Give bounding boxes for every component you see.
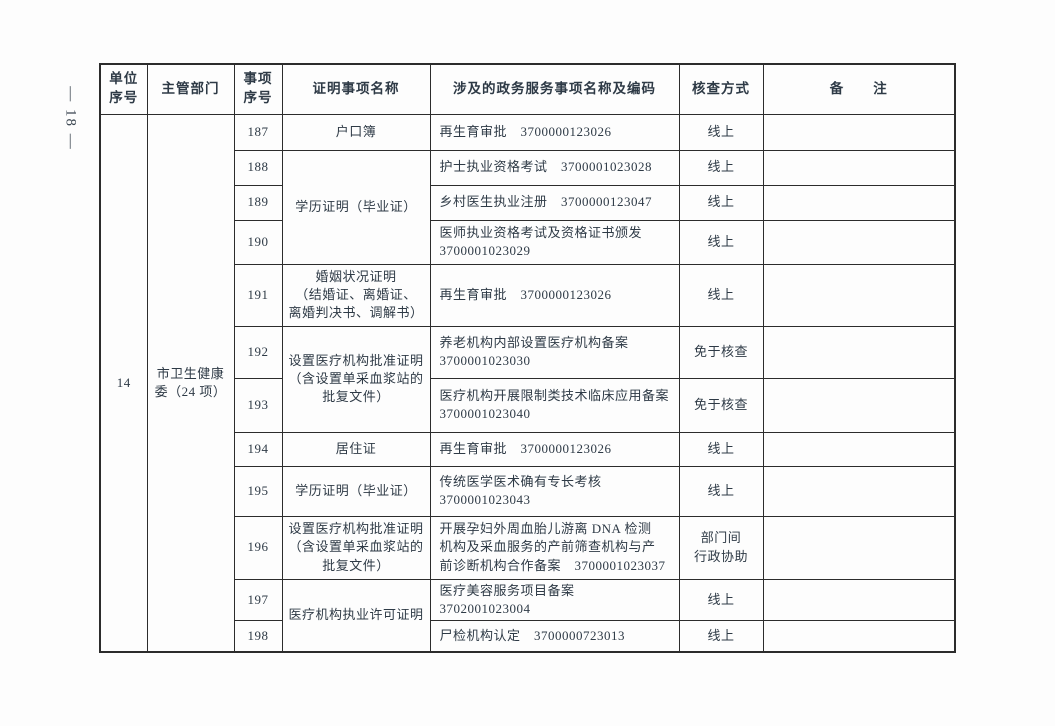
department-cell: 市卫生健康 委（24 项） — [146, 113, 235, 653]
header-unit-seq: 单位 序号 — [99, 63, 148, 115]
cert-name-cell: 学历证明（毕业证） — [281, 465, 431, 517]
item-no-cell: 195 — [233, 465, 283, 517]
certificate-items-table: 单位 序号 主管部门 事项 序号 证明事项名称 涉及的政务服务事项名称及编码 核… — [99, 63, 956, 654]
table-row-187: 14 市卫生健康 委（24 项） 187 户口簿 再生育审批 370000012… — [99, 113, 956, 653]
table-row-198: 198 尸检机构认定 3700000723013 线上 — [100, 619, 956, 653]
service-cell: 再生育审批 3700000123026 — [429, 113, 680, 151]
service-cell: 尸检机构认定 3700000723013 — [429, 619, 680, 653]
method-cell: 线上 — [678, 184, 764, 221]
header-method: 核查方式 — [678, 63, 764, 115]
header-department: 主管部门 — [146, 63, 235, 115]
service-cell: 传统医学医术确有专长考核 3700001023043 — [429, 465, 680, 517]
remark-cell — [762, 578, 956, 621]
table-row-193: 193 医疗机构开展限制类技术临床应用备案 3700001023040 免于核查 — [100, 377, 956, 433]
item-no-cell: 188 — [233, 149, 283, 186]
service-cell: 医疗美容服务项目备案 3702001023004 — [429, 578, 680, 621]
remark-cell — [762, 619, 956, 653]
service-cell: 再生育审批 3700000123026 — [429, 263, 680, 327]
header-cert-name: 证明事项名称 — [281, 63, 431, 115]
service-cell: 养老机构内部设置医疗机构备案 3700001023030 — [429, 325, 680, 379]
item-no-cell: 198 — [233, 619, 283, 653]
cert-name-cell: 学历证明（毕业证） — [281, 149, 431, 265]
remark-cell — [762, 465, 956, 517]
method-cell: 线上 — [678, 219, 764, 265]
service-cell: 医师执业资格考试及资格证书颁发 3700001023029 — [429, 219, 680, 265]
cert-name-cell: 婚姻状况证明 （结婚证、离婚证、 离婚判决书、调解书） — [281, 263, 431, 327]
table-row-195: 195 学历证明（毕业证） 传统医学医术确有专长考核 3700001023043… — [100, 465, 956, 517]
item-no-cell: 197 — [233, 578, 283, 621]
item-no-cell: 193 — [233, 377, 283, 433]
remark-cell — [762, 184, 956, 221]
remark-cell — [762, 113, 956, 151]
cert-name-cell: 医疗机构执业许可证明 — [281, 578, 431, 653]
method-cell: 部门间 行政协助 — [678, 515, 764, 580]
service-cell: 医疗机构开展限制类技术临床应用备案 3700001023040 — [429, 377, 680, 433]
service-cell: 护士执业资格考试 3700001023028 — [429, 149, 680, 186]
remark-cell — [762, 325, 956, 379]
method-cell: 线上 — [678, 578, 764, 621]
item-no-cell: 196 — [233, 515, 283, 580]
method-cell: 线上 — [678, 465, 764, 517]
table-row-188: 188 学历证明（毕业证） 护士执业资格考试 3700001023028 线上 — [100, 149, 956, 265]
cert-name-cell: 设置医疗机构批准证明 （含设置单采血浆站的 批复文件） — [281, 325, 431, 433]
remark-cell — [762, 219, 956, 265]
method-cell: 免于核查 — [678, 377, 764, 433]
table-row-194: 194 居住证 再生育审批 3700000123026 线上 — [100, 431, 956, 467]
header-item-seq: 事项 序号 — [233, 63, 283, 115]
cert-name-cell: 居住证 — [281, 431, 431, 467]
header-remark: 备 注 — [762, 63, 956, 115]
remark-cell — [762, 263, 956, 327]
method-cell: 线上 — [678, 149, 764, 186]
item-no-cell: 189 — [233, 184, 283, 221]
service-cell: 乡村医生执业注册 3700000123047 — [429, 184, 680, 221]
unit-seq-cell: 14 — [99, 113, 148, 653]
remark-cell — [762, 431, 956, 467]
item-no-cell: 191 — [233, 263, 283, 327]
service-cell: 再生育审批 3700000123026 — [429, 431, 680, 467]
method-cell: 线上 — [678, 619, 764, 653]
method-cell: 免于核查 — [678, 325, 764, 379]
header-service: 涉及的政务服务事项名称及编码 — [429, 63, 680, 115]
page-number: — 18 — — [62, 86, 79, 151]
table-header: 单位 序号 主管部门 事项 序号 证明事项名称 涉及的政务服务事项名称及编码 核… — [99, 63, 956, 115]
table-row-192: 192 设置医疗机构批准证明 （含设置单采血浆站的 批复文件） 养老机构内部设置… — [100, 325, 956, 433]
item-no-cell: 194 — [233, 431, 283, 467]
method-cell: 线上 — [678, 431, 764, 467]
cert-name-cell: 设置医疗机构批准证明 （含设置单采血浆站的 批复文件） — [281, 515, 431, 580]
table-row-197: 197 医疗机构执业许可证明 医疗美容服务项目备案 3702001023004 … — [100, 578, 956, 653]
table-row-196: 196 设置医疗机构批准证明 （含设置单采血浆站的 批复文件） 开展孕妇外周血胎… — [100, 515, 956, 580]
remark-cell — [762, 149, 956, 186]
table-row-191: 191 婚姻状况证明 （结婚证、离婚证、 离婚判决书、调解书） 再生育审批 37… — [100, 263, 956, 327]
method-cell: 线上 — [678, 113, 764, 151]
service-cell: 开展孕妇外周血胎儿游离 DNA 检测 机构及采血服务的产前筛查机构与产 前诊断机… — [429, 515, 680, 580]
method-cell: 线上 — [678, 263, 764, 327]
table-body: 14 市卫生健康 委（24 项） 187 户口簿 再生育审批 370000012… — [99, 113, 956, 653]
item-no-cell: 190 — [233, 219, 283, 265]
header-row: 单位 序号 主管部门 事项 序号 证明事项名称 涉及的政务服务事项名称及编码 核… — [99, 63, 956, 115]
item-no-cell: 192 — [233, 325, 283, 379]
item-no-cell: 187 — [233, 113, 283, 151]
remark-cell — [762, 515, 956, 580]
cert-name-cell: 户口簿 — [281, 113, 431, 151]
remark-cell — [762, 377, 956, 433]
